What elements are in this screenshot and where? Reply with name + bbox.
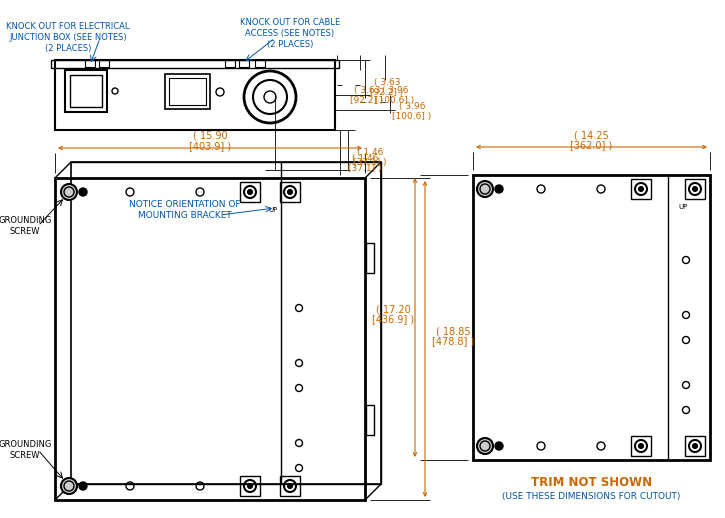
Text: UP: UP — [679, 204, 687, 210]
Bar — [85, 60, 95, 67]
Text: ( 17.20: ( 17.20 — [376, 305, 410, 314]
Bar — [280, 476, 300, 496]
Text: ( 1.46: ( 1.46 — [352, 153, 378, 163]
Text: UP: UP — [268, 207, 278, 213]
Bar — [65, 70, 107, 112]
Text: ( 1.46: ( 1.46 — [357, 148, 384, 156]
Text: [100.6] ): [100.6] ) — [376, 95, 415, 105]
Circle shape — [79, 482, 87, 490]
Bar — [366, 243, 374, 273]
Text: KNOCK OUT FOR ELECTRICAL
JUNCTION BOX (SEE NOTES)
(2 PLACES): KNOCK OUT FOR ELECTRICAL JUNCTION BOX (S… — [7, 22, 130, 53]
Text: ( 15.90: ( 15.90 — [193, 131, 228, 141]
Bar — [169, 78, 206, 105]
Text: ( 3.96: ( 3.96 — [399, 103, 426, 111]
Circle shape — [477, 181, 493, 197]
Bar — [255, 60, 265, 67]
Text: GROUNDING
SCREW: GROUNDING SCREW — [0, 440, 51, 460]
Circle shape — [79, 188, 87, 196]
Bar — [225, 60, 235, 67]
Bar — [631, 436, 651, 456]
Text: KNOCK OUT FOR CABLE
ACCESS (SEE NOTES)
(2 PLACES): KNOCK OUT FOR CABLE ACCESS (SEE NOTES) (… — [240, 18, 340, 49]
Text: [403.9] ): [403.9] ) — [189, 141, 231, 151]
Text: (USE THESE DIMENSIONS FOR CUTOUT): (USE THESE DIMENSIONS FOR CUTOUT) — [502, 492, 681, 500]
Bar — [240, 182, 260, 202]
Text: TRIM NOT SHOWN: TRIM NOT SHOWN — [531, 476, 652, 488]
Bar — [631, 179, 651, 199]
Bar — [685, 179, 705, 199]
Text: [362.0] ): [362.0] ) — [571, 140, 613, 150]
Bar — [99, 60, 109, 67]
Circle shape — [639, 186, 644, 192]
Bar — [280, 182, 300, 202]
Text: [436.9] ): [436.9] ) — [372, 314, 414, 324]
Circle shape — [692, 186, 697, 192]
Bar — [71, 162, 381, 484]
Text: NOTICE ORIENTATION OF
MOUNTING BRACKET: NOTICE ORIENTATION OF MOUNTING BRACKET — [129, 200, 241, 220]
Circle shape — [61, 478, 77, 494]
Text: GROUNDING
SCREW: GROUNDING SCREW — [0, 216, 51, 236]
Text: [37.1] ): [37.1] ) — [348, 164, 382, 172]
Bar — [55, 178, 365, 500]
Circle shape — [495, 185, 503, 193]
Circle shape — [288, 190, 292, 194]
Circle shape — [247, 483, 252, 488]
Text: [92.2] ): [92.2] ) — [370, 88, 404, 96]
Text: ( 3.63: ( 3.63 — [354, 85, 380, 94]
Bar — [165, 74, 210, 109]
Bar — [51, 60, 339, 68]
Text: ( 3.63: ( 3.63 — [374, 78, 400, 87]
Bar — [473, 175, 710, 460]
Text: [92.2] ): [92.2] ) — [350, 95, 384, 105]
Circle shape — [61, 184, 77, 200]
Bar — [685, 436, 705, 456]
Bar — [366, 405, 374, 435]
Bar — [55, 60, 335, 130]
Circle shape — [639, 443, 644, 449]
Text: ( 18.85: ( 18.85 — [436, 326, 471, 336]
Bar — [239, 60, 249, 67]
Text: ( 3.96: ( 3.96 — [382, 85, 408, 94]
Circle shape — [288, 483, 292, 488]
Text: [37.1] ): [37.1] ) — [353, 157, 386, 166]
Text: ( 14.25: ( 14.25 — [574, 130, 609, 140]
Circle shape — [495, 442, 503, 450]
Bar — [70, 75, 102, 107]
Circle shape — [477, 438, 493, 454]
Circle shape — [692, 443, 697, 449]
Bar — [240, 476, 260, 496]
Text: [100.6] ): [100.6] ) — [392, 112, 431, 122]
Text: [478.8] ): [478.8] ) — [432, 336, 474, 346]
Circle shape — [247, 190, 252, 194]
